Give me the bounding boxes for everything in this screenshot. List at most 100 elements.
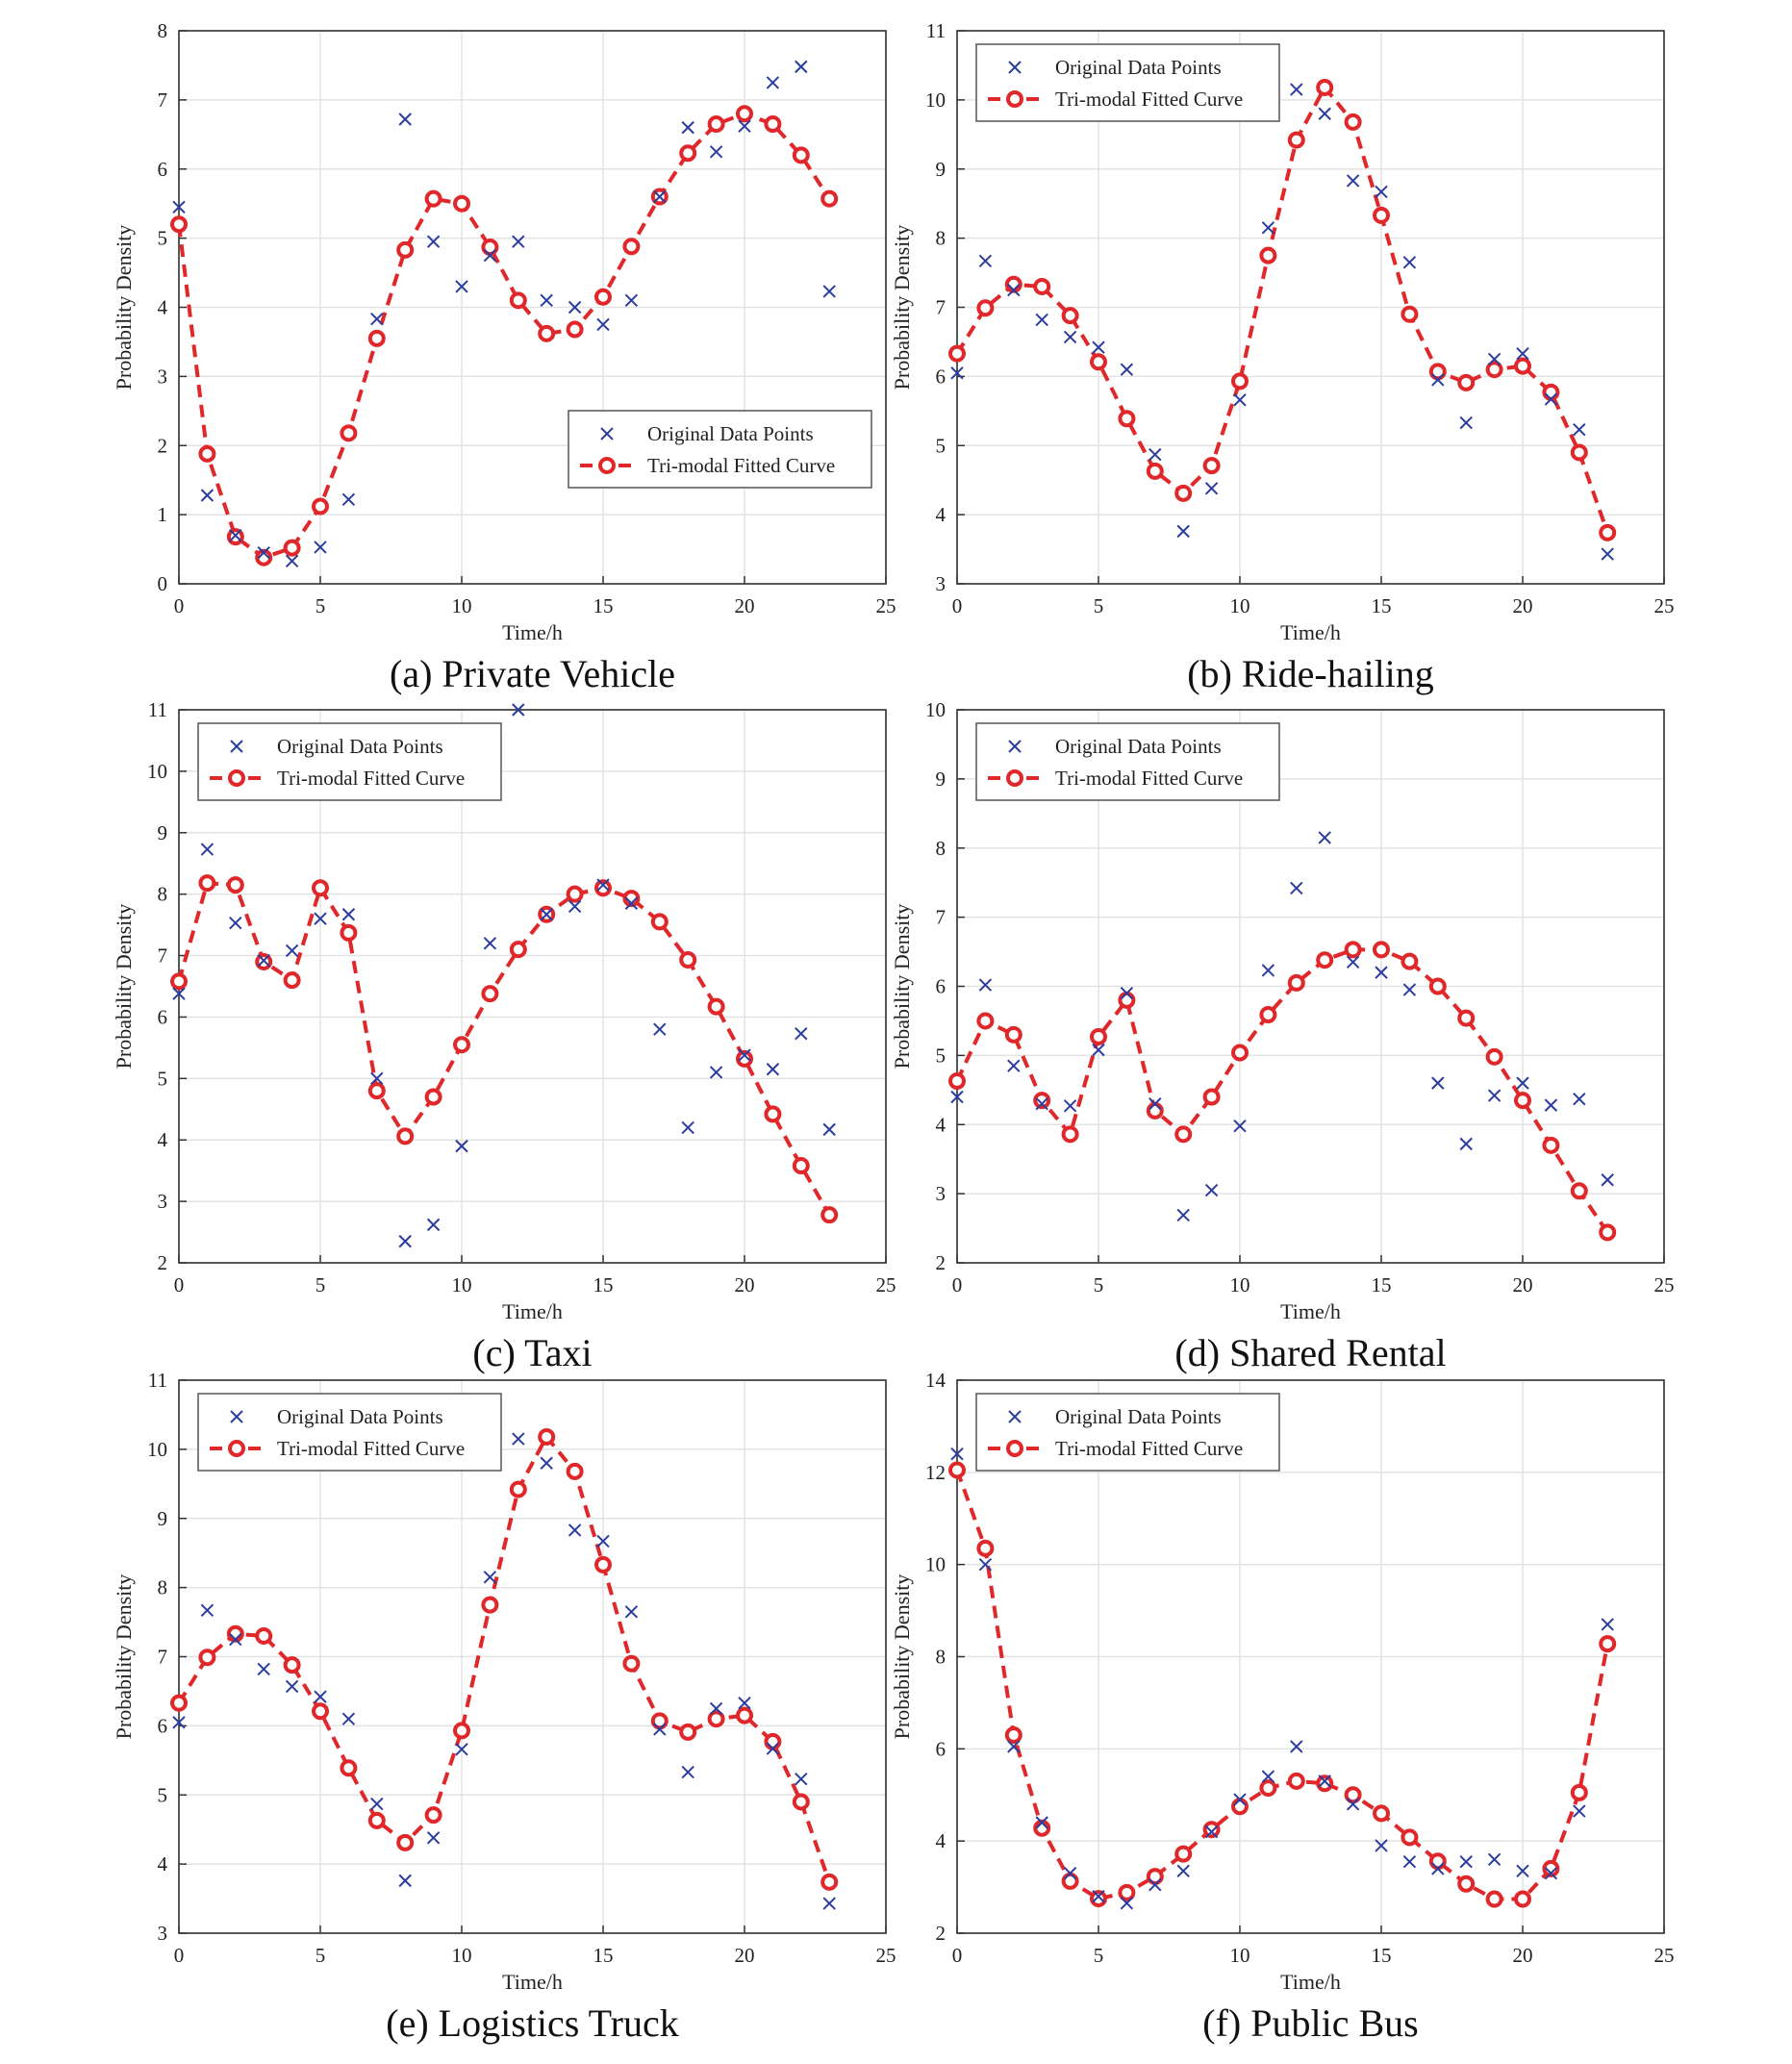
fitted-curve-point xyxy=(453,194,470,213)
fitted-curve-point xyxy=(679,1723,697,1741)
fitted-curve-point xyxy=(1061,307,1079,325)
original-data-point xyxy=(257,953,270,968)
fitted-curve-point xyxy=(976,1012,995,1030)
fitted-curve-point xyxy=(1202,1088,1221,1106)
original-data-point xyxy=(568,899,582,914)
fitted-curve-point xyxy=(1259,1005,1277,1023)
original-data-point xyxy=(398,113,412,126)
fitted-curve-point xyxy=(622,1654,641,1673)
tick-labels: 0 5 10 15 20 25 0 1 2 3 4 5 6 7 8 xyxy=(158,19,896,617)
y-axis-label: Probability Density xyxy=(112,904,136,1070)
original-data-point xyxy=(568,1523,582,1537)
original-data-point xyxy=(1204,1825,1219,1839)
x-tick-label: 20 xyxy=(1513,1273,1533,1296)
fitted-curve-point xyxy=(312,1702,329,1721)
original-data-point xyxy=(1573,1092,1586,1106)
original-data-point xyxy=(1204,1183,1219,1197)
x-axis-label: Time/h xyxy=(1280,1970,1341,1994)
y-tick-label: 4 xyxy=(936,1829,946,1852)
fitted-curve-point xyxy=(1401,305,1419,323)
series-original-data xyxy=(172,60,836,567)
original-data-point xyxy=(1233,1119,1247,1133)
original-data-point xyxy=(426,1831,441,1845)
x-tick-label: 0 xyxy=(174,594,185,617)
y-tick-label: 4 xyxy=(158,1128,168,1151)
fitted-curve-point xyxy=(453,1722,470,1740)
x-tick-label: 15 xyxy=(1372,1944,1392,1967)
original-data-point xyxy=(229,916,242,930)
original-data-point xyxy=(1035,1096,1048,1111)
fitted-curve-point xyxy=(1004,1725,1022,1744)
original-data-point xyxy=(285,554,299,567)
original-data-point xyxy=(1035,1816,1048,1829)
original-data-point xyxy=(1516,346,1529,361)
fitted-curve-point xyxy=(1316,1775,1334,1793)
original-data-point xyxy=(624,293,639,308)
original-data-point xyxy=(1346,174,1360,188)
fitted-curve-point xyxy=(312,879,329,897)
original-data-point xyxy=(681,120,694,135)
original-data-point xyxy=(653,1723,667,1736)
original-data-point xyxy=(738,119,751,133)
fitted-curve-point xyxy=(976,1539,995,1557)
tick-labels: 0 5 10 15 20 25 2 3 4 5 6 7 8 9 10 xyxy=(925,698,1675,1296)
y-tick-label: 8 xyxy=(936,227,946,250)
legend-box xyxy=(197,722,502,801)
original-data-point xyxy=(512,703,525,717)
original-data-point xyxy=(1318,107,1331,120)
original-data-point xyxy=(596,878,610,892)
fitted-curve-point xyxy=(1033,1092,1051,1110)
fitted-curve-point xyxy=(255,548,273,566)
fitted-curve-point xyxy=(1004,1025,1022,1044)
fitted-curve-point xyxy=(1231,1798,1249,1816)
fitted-curve-point xyxy=(594,288,612,306)
original-data-point xyxy=(172,987,186,1000)
fitted-curve-point xyxy=(1542,1136,1560,1154)
original-data-point xyxy=(1516,1864,1529,1878)
original-data-point xyxy=(483,937,497,950)
original-data-point xyxy=(200,843,215,856)
tick-labels: 0 5 10 15 20 25 3 4 5 6 7 8 9 10 11 xyxy=(147,1369,896,1967)
original-data-point xyxy=(1459,1855,1473,1869)
fitted-curve-point xyxy=(396,1833,415,1851)
original-data-point xyxy=(229,528,242,542)
original-data-point xyxy=(950,366,964,380)
original-data-point xyxy=(1148,447,1162,462)
original-data-point xyxy=(314,912,327,925)
y-tick-label: 5 xyxy=(158,1067,168,1090)
fitted-curve-point xyxy=(820,189,839,208)
fitted-curve-point xyxy=(509,1480,527,1498)
original-data-point xyxy=(1431,1076,1445,1090)
y-tick-label: 9 xyxy=(158,821,168,844)
y-tick-label: 3 xyxy=(936,572,946,595)
plot-frame xyxy=(956,709,1665,1264)
series-fitted-curve xyxy=(170,105,839,566)
y-tick-label: 7 xyxy=(158,944,168,968)
fitted-curve-point xyxy=(170,1694,188,1712)
legend-x-marker-icon xyxy=(1008,1410,1022,1423)
fitted-curve-point xyxy=(481,985,499,1003)
fitted-curve-point xyxy=(1287,1772,1305,1790)
original-data-point xyxy=(257,545,270,560)
x-tick-label: 0 xyxy=(174,1944,185,1967)
original-data-point xyxy=(738,1696,751,1710)
original-data-point xyxy=(1601,1173,1614,1187)
fitted-curve-point xyxy=(948,1071,966,1090)
y-tick-label: 10 xyxy=(925,88,946,112)
fitted-curve-point xyxy=(1514,1092,1531,1110)
y-tick-label: 0 xyxy=(158,572,168,595)
legend-label-fitted: Tri-modal Fitted Curve xyxy=(277,767,465,790)
original-data-point xyxy=(314,541,327,554)
y-tick-label: 2 xyxy=(158,1251,168,1274)
original-data-point xyxy=(822,1897,836,1910)
original-data-point xyxy=(1487,1089,1502,1102)
legend-circle-icon xyxy=(228,1440,245,1457)
fitted-curve-point xyxy=(792,146,810,164)
original-data-point xyxy=(455,1743,468,1756)
original-data-point xyxy=(822,1122,836,1137)
y-tick-label: 5 xyxy=(936,434,946,457)
